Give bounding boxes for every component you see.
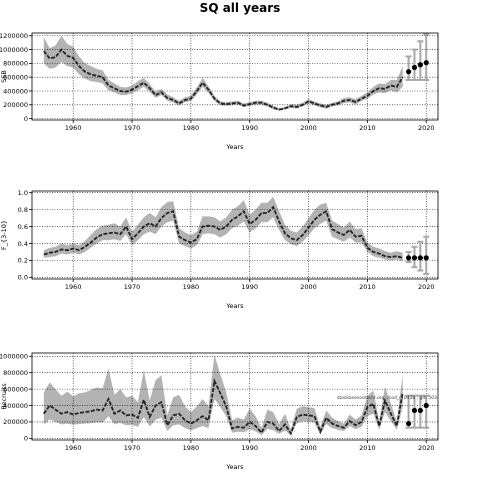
y-tick-label: 0.2 (18, 257, 28, 265)
x-tick-label: 2000 (300, 124, 317, 132)
estimate-line (43, 205, 403, 259)
x-tick-label: 1980 (183, 283, 200, 291)
y-axis-label: Recruits (0, 383, 8, 410)
projection-point (417, 62, 423, 68)
y-tick-label: 0.4 (18, 240, 28, 248)
projection-point (417, 407, 423, 414)
axes-frame (31, 352, 439, 441)
y-tick-label: 400000 (3, 402, 28, 410)
projection-point (417, 255, 423, 261)
y-tick-label: 0.8 (18, 206, 28, 214)
x-axis-label: Years (225, 143, 244, 151)
x-tick-label: 2020 (418, 444, 435, 452)
axes-frame (31, 32, 439, 121)
x-tick-label: 2000 (300, 283, 317, 291)
fishing-mortality-panel: 1960 1970 1980 1990 2000 2010 2020 0.0 0.2 0.4 0.6… (0, 189, 439, 310)
y-tick-label: 0.6 (18, 223, 28, 231)
projection-point (405, 420, 412, 427)
y-tick-label: 0 (24, 115, 28, 123)
projection-point (423, 255, 429, 261)
x-tick-label: 1990 (241, 124, 258, 132)
y-axis-label: F_{3-10} (0, 220, 8, 250)
x-tick-label: 1960 (65, 283, 82, 291)
y-axis-label: SSB (0, 70, 8, 83)
y-tick-label: 0 (24, 435, 28, 443)
y-tick-label: 200000 (3, 101, 28, 109)
estimate-line (43, 377, 404, 436)
x-tick-label: 1980 (183, 444, 200, 452)
projection-point (405, 255, 412, 261)
figure-title: SQ all years (200, 1, 281, 15)
x-tick-label: 2000 (300, 444, 317, 452)
y-tick-label: 800000 (3, 60, 28, 68)
y-tick-label: 400000 (3, 87, 28, 95)
projection-point (411, 407, 418, 414)
ssb-panel: 1960 1970 1980 1990 2000 2010 2020 0 200000 40000… (0, 32, 439, 151)
recruitment-panel: 1960 1970 1980 1990 2000 2010 2020 0 200000 40000… (0, 352, 439, 471)
source-annotation: stockassessment.org: /cod_r10416 , git: … (337, 395, 437, 401)
projection-point (405, 69, 412, 75)
x-tick-label: 1980 (183, 124, 200, 132)
projection-point (411, 255, 418, 261)
x-axis-label: Years (225, 302, 244, 310)
x-tick-label: 1970 (124, 124, 141, 132)
confidence-band (43, 35, 403, 111)
x-tick-label: 2020 (418, 283, 435, 291)
x-axis-label: Years (225, 463, 244, 471)
x-tick-label: 1960 (65, 444, 82, 452)
x-tick-label: 1970 (124, 283, 141, 291)
estimate-line (43, 48, 404, 111)
y-tick-label: 1000000 (0, 353, 28, 361)
x-tick-label: 2010 (359, 124, 376, 132)
y-tick-label: 1000000 (0, 46, 28, 54)
projection-point (423, 60, 429, 66)
y-tick-label: 200000 (3, 418, 28, 426)
x-tick-label: 1960 (65, 124, 82, 132)
x-tick-label: 2020 (418, 124, 435, 132)
x-tick-label: 1970 (124, 444, 141, 452)
y-tick-label: 600000 (3, 385, 28, 393)
axes-frame (31, 190, 439, 280)
y-tick-label: 1.0 (18, 189, 28, 197)
projection-point (411, 64, 418, 71)
x-tick-label: 1990 (241, 283, 258, 291)
x-tick-label: 1990 (241, 444, 258, 452)
x-tick-label: 2010 (359, 444, 376, 452)
y-tick-label: 1200000 (0, 32, 28, 40)
projection-point (423, 402, 429, 409)
x-tick-label: 2010 (359, 283, 376, 291)
y-tick-label: 0.0 (18, 274, 28, 282)
y-tick-label: 600000 (3, 73, 28, 81)
y-tick-label: 800000 (3, 369, 28, 377)
